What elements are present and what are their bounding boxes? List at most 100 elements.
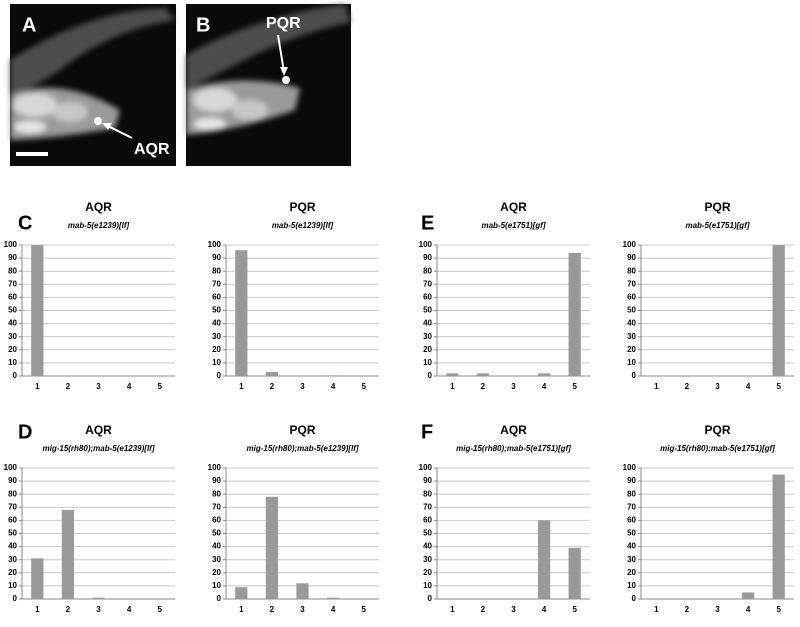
y-tick-label: 0 [428, 594, 433, 603]
y-tick-label: 20 [627, 345, 636, 354]
x-tick-label: 1 [654, 605, 659, 614]
y-tick-label: 90 [212, 476, 221, 485]
y-tick-label: 80 [8, 489, 17, 498]
y-tick-label: 30 [212, 555, 221, 564]
y-tick-label: 60 [8, 293, 17, 302]
panel-label: D [18, 421, 32, 443]
y-tick-label: 30 [627, 332, 636, 341]
panel-label: F [421, 421, 433, 443]
chart-subtitle: mig-15(rh80);mab-5(e1751)[gf] [660, 444, 775, 453]
x-tick-label: 4 [746, 605, 751, 614]
y-tick-label: 50 [627, 306, 636, 315]
x-tick-label: 3 [96, 605, 101, 614]
y-tick-label: 80 [627, 489, 636, 498]
bar [446, 373, 459, 376]
y-tick-label: 10 [212, 581, 221, 590]
y-tick-label: 40 [212, 319, 221, 328]
bar [296, 583, 309, 599]
y-tick-label: 50 [627, 529, 636, 538]
y-tick-label: 50 [8, 529, 17, 538]
y-tick-label: 10 [627, 358, 636, 367]
y-tick-label: 50 [212, 529, 221, 538]
bar [568, 547, 581, 599]
y-tick-label: 100 [4, 463, 18, 472]
y-tick-label: 70 [8, 279, 17, 288]
y-tick-label: 60 [8, 516, 17, 525]
y-tick-label: 70 [627, 279, 636, 288]
y-tick-label: 40 [212, 542, 221, 551]
y-tick-label: 40 [423, 319, 432, 328]
y-tick-label: 30 [212, 332, 221, 341]
arrowhead-pqr [280, 67, 288, 76]
x-tick-label: 5 [776, 382, 781, 391]
y-tick-label: 90 [212, 253, 221, 262]
bar [265, 496, 279, 599]
chart-title: PQR [704, 423, 730, 437]
y-tick-label: 40 [627, 542, 636, 551]
y-tick-label: 100 [623, 240, 637, 249]
y-tick-label: 0 [632, 594, 637, 603]
bar [92, 597, 105, 599]
y-tick-label: 30 [8, 555, 17, 564]
cell-label: AQR [134, 141, 170, 158]
bar [31, 558, 44, 599]
x-tick-label: 5 [572, 382, 577, 391]
x-tick-label: 2 [481, 605, 486, 614]
y-tick-label: 50 [8, 306, 17, 315]
y-tick-label: 90 [627, 253, 636, 262]
x-tick-label: 1 [450, 382, 455, 391]
chart-title: AQR [85, 423, 112, 437]
y-tick-label: 80 [423, 489, 432, 498]
y-tick-label: 0 [428, 371, 433, 380]
y-tick-label: 20 [423, 568, 432, 577]
panel-label: E [421, 212, 434, 234]
y-tick-label: 40 [8, 542, 17, 551]
bar [568, 252, 581, 376]
bar [772, 245, 785, 376]
cell-label: PQR [266, 15, 301, 32]
x-tick-label: 5 [157, 605, 162, 614]
bar [235, 587, 248, 599]
x-tick-label: 3 [715, 605, 720, 614]
chart-title: PQR [704, 200, 730, 214]
y-tick-label: 80 [8, 266, 17, 275]
x-tick-label: 3 [300, 605, 305, 614]
y-tick-label: 60 [627, 293, 636, 302]
x-tick-label: 2 [685, 382, 690, 391]
y-tick-label: 20 [212, 345, 221, 354]
y-tick-label: 70 [212, 279, 221, 288]
chart-title: AQR [500, 423, 527, 437]
x-tick-label: 1 [450, 605, 455, 614]
x-tick-label: 5 [572, 605, 577, 614]
y-tick-label: 10 [423, 581, 432, 590]
y-tick-label: 0 [13, 594, 18, 603]
bar [476, 373, 490, 376]
bar [537, 520, 551, 599]
y-tick-label: 30 [423, 332, 432, 341]
y-tick-label: 10 [8, 581, 17, 590]
y-tick-label: 50 [423, 306, 432, 315]
bar [235, 250, 248, 376]
x-tick-label: 2 [66, 605, 71, 614]
y-tick-label: 100 [419, 240, 433, 249]
y-tick-label: 90 [423, 253, 432, 262]
chart-subtitle: mig-15(rh80);mab-5(e1239)[lf] [246, 444, 358, 453]
x-tick-label: 4 [542, 605, 547, 614]
bar [741, 592, 755, 599]
micrograph-a [10, 4, 176, 166]
x-tick-label: 4 [127, 382, 132, 391]
x-tick-label: 3 [511, 382, 516, 391]
bar [772, 474, 785, 599]
x-tick-label: 2 [66, 382, 71, 391]
y-tick-label: 50 [212, 306, 221, 315]
y-tick-label: 80 [423, 266, 432, 275]
chart-title: AQR [85, 200, 112, 214]
y-tick-label: 30 [423, 555, 432, 564]
chart-subtitle: mab-5(e1751)[gf] [685, 221, 749, 230]
y-tick-label: 60 [212, 516, 221, 525]
y-tick-label: 70 [8, 502, 17, 511]
x-tick-label: 3 [96, 382, 101, 391]
y-tick-label: 10 [423, 358, 432, 367]
x-tick-label: 4 [746, 382, 751, 391]
